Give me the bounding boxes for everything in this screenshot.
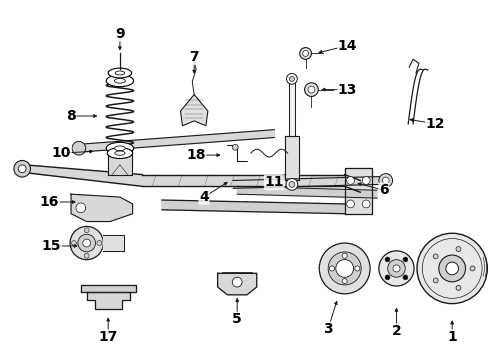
Polygon shape [81, 285, 136, 292]
Circle shape [346, 176, 354, 184]
Circle shape [84, 228, 89, 233]
Circle shape [300, 48, 312, 59]
Text: 13: 13 [338, 82, 357, 96]
Circle shape [319, 243, 370, 294]
Text: 11: 11 [265, 175, 284, 189]
Circle shape [286, 179, 298, 190]
Circle shape [342, 279, 347, 284]
Text: 3: 3 [323, 322, 333, 336]
Ellipse shape [108, 68, 132, 78]
Circle shape [287, 73, 297, 84]
Circle shape [342, 253, 347, 258]
Text: 1: 1 [447, 330, 457, 344]
Circle shape [328, 252, 361, 285]
Circle shape [308, 86, 315, 93]
Polygon shape [25, 165, 143, 186]
Text: 8: 8 [66, 109, 76, 123]
Ellipse shape [115, 146, 125, 150]
Polygon shape [79, 130, 274, 152]
Circle shape [76, 203, 86, 213]
Circle shape [18, 165, 26, 173]
Circle shape [385, 257, 390, 262]
Circle shape [382, 177, 389, 184]
Circle shape [362, 200, 370, 208]
Circle shape [446, 262, 459, 275]
Circle shape [232, 144, 238, 150]
Polygon shape [285, 135, 299, 180]
Polygon shape [289, 83, 295, 135]
Circle shape [362, 176, 370, 184]
Text: 5: 5 [232, 312, 242, 326]
Circle shape [403, 257, 408, 262]
Text: 14: 14 [338, 39, 357, 53]
Text: 18: 18 [186, 148, 206, 162]
Polygon shape [87, 292, 130, 310]
Circle shape [289, 181, 295, 187]
Circle shape [329, 266, 335, 271]
Ellipse shape [115, 78, 125, 83]
Polygon shape [108, 148, 132, 175]
Text: 6: 6 [379, 183, 389, 197]
Circle shape [393, 265, 400, 272]
Polygon shape [71, 194, 133, 221]
Circle shape [355, 266, 360, 271]
Circle shape [70, 226, 103, 260]
Text: 16: 16 [40, 195, 59, 209]
Circle shape [78, 234, 96, 252]
Ellipse shape [106, 142, 134, 154]
Polygon shape [344, 175, 360, 192]
Polygon shape [162, 200, 344, 214]
Circle shape [290, 76, 294, 81]
Circle shape [336, 260, 354, 277]
Polygon shape [103, 235, 124, 251]
Circle shape [72, 141, 86, 155]
Polygon shape [180, 94, 208, 126]
Circle shape [303, 50, 309, 57]
Circle shape [379, 251, 414, 286]
Circle shape [385, 275, 390, 280]
Ellipse shape [107, 148, 133, 158]
Text: 2: 2 [392, 324, 401, 338]
Circle shape [470, 266, 475, 271]
Text: 9: 9 [115, 27, 125, 41]
Circle shape [97, 240, 102, 246]
Polygon shape [344, 168, 372, 214]
Circle shape [232, 277, 242, 287]
Circle shape [84, 253, 89, 258]
Circle shape [379, 174, 392, 187]
Circle shape [83, 239, 91, 247]
Text: 10: 10 [51, 146, 71, 160]
Text: 12: 12 [426, 117, 445, 131]
Circle shape [14, 161, 30, 177]
Circle shape [72, 240, 76, 246]
Circle shape [417, 233, 488, 303]
Polygon shape [233, 177, 380, 188]
Circle shape [456, 247, 461, 252]
Polygon shape [237, 186, 377, 198]
Text: 7: 7 [189, 50, 199, 64]
Circle shape [433, 254, 438, 259]
Text: 4: 4 [199, 190, 209, 204]
Ellipse shape [115, 71, 124, 75]
Circle shape [456, 285, 461, 290]
Circle shape [305, 83, 318, 96]
Circle shape [439, 255, 466, 282]
Circle shape [403, 275, 408, 280]
Text: 15: 15 [42, 239, 61, 253]
Text: 17: 17 [98, 330, 118, 344]
Ellipse shape [115, 151, 125, 155]
Ellipse shape [106, 75, 134, 87]
Circle shape [388, 260, 405, 277]
Circle shape [433, 278, 438, 283]
Circle shape [346, 200, 354, 208]
Polygon shape [218, 273, 257, 295]
